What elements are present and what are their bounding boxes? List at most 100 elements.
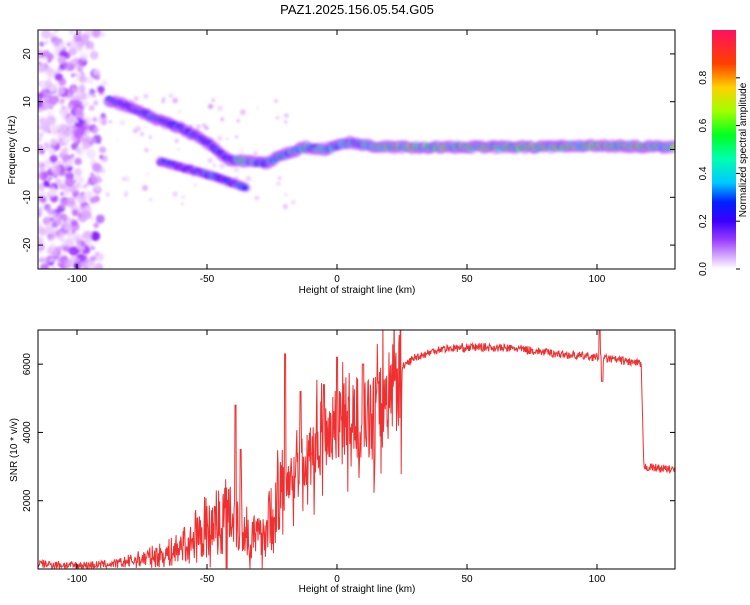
noise-blob	[236, 119, 241, 123]
noise-blob	[149, 198, 152, 201]
noise-blob	[52, 229, 62, 239]
noise-blob	[146, 173, 149, 176]
noise-blob	[116, 139, 119, 142]
colorbar-label: Normalized spectral amplitude	[738, 82, 749, 217]
noise-blob	[101, 119, 107, 125]
x-tick-label: -100	[67, 274, 87, 285]
noise-blob	[101, 114, 107, 121]
noise-blob	[254, 195, 260, 201]
noise-blob	[60, 148, 68, 156]
noise-blob	[80, 241, 86, 247]
noise-blob	[60, 192, 64, 196]
noise-blob	[60, 219, 64, 223]
noise-blob	[105, 192, 110, 197]
noise-blob	[38, 220, 42, 227]
noise-blob	[47, 233, 55, 241]
noise-blob	[87, 136, 92, 142]
noise-blob	[64, 112, 68, 116]
x-tick-label: 50	[461, 574, 473, 585]
noise-blob	[253, 151, 258, 156]
noise-blob	[180, 202, 184, 206]
noise-blob	[69, 184, 79, 194]
noise-blob	[93, 126, 100, 133]
noise-blob	[63, 223, 71, 232]
y-tick-label: -10	[22, 190, 33, 205]
noise-blob	[220, 117, 225, 122]
noise-blob	[88, 261, 95, 267]
noise-blob	[47, 75, 53, 81]
noise-blob	[47, 95, 58, 106]
noise-blob	[90, 231, 101, 242]
noise-blob	[124, 193, 128, 197]
noise-blob	[38, 206, 43, 214]
noise-blob	[177, 147, 180, 151]
noise-blob	[43, 180, 50, 188]
noise-blob	[59, 200, 68, 208]
noise-blob	[49, 117, 53, 121]
noise-blob	[39, 256, 44, 261]
noise-blob	[42, 127, 48, 133]
noise-blob	[58, 87, 66, 95]
noise-blob	[92, 117, 98, 123]
noise-blob	[47, 208, 54, 215]
branch-core	[243, 185, 249, 191]
noise-blob	[50, 248, 59, 258]
noise-blob	[234, 135, 239, 139]
noise-blob	[70, 219, 78, 227]
noise-blob	[64, 177, 75, 187]
noise-blob	[38, 259, 41, 264]
noise-blob	[76, 194, 87, 204]
noise-blob	[174, 138, 179, 144]
noise-blob	[53, 39, 64, 50]
noise-blob	[73, 180, 77, 184]
noise-blob	[82, 133, 88, 139]
noise-blob	[49, 154, 58, 163]
noise-blob	[41, 30, 51, 39]
noise-blob	[81, 141, 91, 150]
noise-blob	[46, 68, 51, 73]
noise-blob	[63, 185, 72, 194]
noise-blob	[54, 30, 59, 33]
spectrogram-x-label: Height of straight line (km)	[299, 285, 416, 296]
colorbar-ticks: 0.0 0.2 0.4 0.6 0.8	[698, 70, 740, 276]
noise-blob	[100, 154, 108, 162]
spectrogram-image	[38, 30, 675, 269]
noise-blob	[94, 184, 100, 191]
noise-blob	[204, 125, 209, 131]
noise-blob	[94, 251, 100, 257]
colorbar-tick-label: 0.6	[698, 118, 709, 132]
noise-blob	[55, 55, 59, 59]
noise-blob	[284, 193, 288, 197]
colorbar-tick-label: 0.2	[698, 214, 709, 228]
x-tick-label: 50	[461, 274, 473, 285]
noise-blob	[95, 214, 105, 224]
spectrogram-y-ticks: -20 -10 0 10 20	[22, 48, 675, 252]
noise-blob	[74, 61, 84, 70]
noise-blob	[60, 41, 66, 47]
noise-blob	[97, 85, 105, 94]
x-tick-label: 0	[334, 274, 340, 285]
noise-blob	[282, 203, 289, 210]
noise-blob	[71, 209, 79, 216]
snr-x-label: Height of straight line (km)	[299, 584, 416, 595]
noise-blob	[84, 230, 92, 239]
noise-blob	[91, 174, 101, 185]
noise-blob	[89, 50, 99, 60]
noise-blob	[97, 140, 102, 144]
noise-blob	[84, 129, 91, 135]
noise-blob	[47, 129, 52, 134]
noise-blob	[124, 176, 130, 182]
noise-blob	[256, 106, 259, 110]
noise-blob	[63, 259, 73, 269]
noise-blob	[141, 184, 148, 191]
noise-blob	[45, 115, 56, 126]
noise-blob	[45, 223, 51, 230]
noise-blob	[39, 171, 48, 181]
ridge-peak	[672, 145, 675, 149]
noise-blob	[47, 59, 52, 63]
noise-blob	[82, 184, 88, 189]
colorbar-tick-label: 0.0	[698, 262, 709, 276]
noise-blob	[49, 257, 55, 263]
noise-blob	[172, 97, 178, 104]
